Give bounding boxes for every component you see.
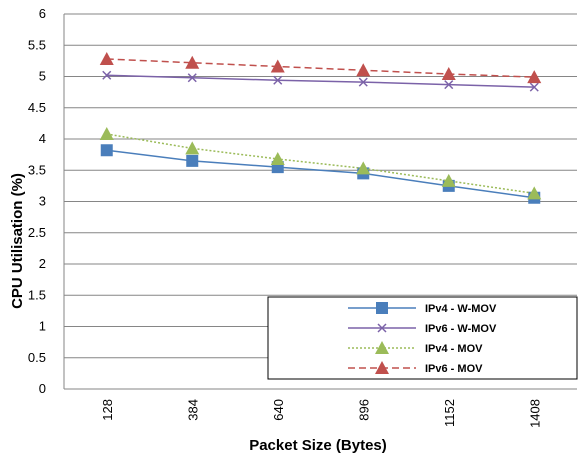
y-tick-label: 5 (39, 69, 46, 84)
legend-item: IPv6 - W-MOV (348, 323, 497, 335)
legend-label: IPv6 - W-MOV (425, 323, 497, 335)
y-tick-label: 6 (39, 6, 46, 21)
y-tick-label: 0 (39, 381, 46, 396)
series-line (106, 58, 535, 78)
series-0 (100, 144, 541, 204)
y-tick-label: 2.5 (28, 225, 46, 240)
x-tick-labels: 128 384 640 896 1152 1408 (100, 399, 543, 428)
x-tick-label: 640 (271, 399, 286, 421)
data-point (270, 59, 285, 73)
data-point (358, 77, 368, 87)
legend-label: IPv6 - MOV (425, 363, 483, 375)
data-point (100, 144, 113, 157)
data-point (270, 152, 285, 165)
data-point (527, 70, 542, 84)
x-tick-label: 896 (356, 399, 371, 421)
legend: IPv4 - W-MOV IPv6 - W-MOV IPv4 - MOV IPv6 -… (267, 296, 578, 380)
series-line (106, 74, 535, 88)
legend-item: IPv6 - MOV (348, 361, 483, 375)
legend-marker (375, 361, 389, 374)
x-axis-title: Packet Size (Bytes) (249, 437, 387, 454)
y-tick-labels: 0 0.5 1 1.5 2 2.5 3 3.5 4 4.5 5 5.5 6 (28, 6, 46, 396)
legend-box (267, 296, 578, 380)
data-point (185, 55, 200, 69)
series-2 (99, 127, 542, 200)
data-point (187, 73, 197, 83)
data-point (441, 173, 456, 187)
y-tick-label: 0.5 (28, 350, 46, 365)
legend-item: IPv4 - W-MOV (348, 302, 497, 315)
legend-marker (377, 323, 387, 333)
x-tick-label: 384 (185, 399, 200, 421)
y-tick-label: 4.5 (28, 100, 46, 115)
legend-marker (375, 341, 389, 354)
legend-marker (376, 302, 388, 314)
data-point (185, 141, 200, 155)
series-line (106, 133, 535, 195)
series-line (106, 149, 535, 199)
data-point (99, 52, 114, 65)
legend-label: IPv4 - MOV (425, 343, 483, 355)
x-tick-label: 1152 (442, 399, 457, 427)
y-tick-label: 3.5 (28, 162, 46, 177)
series-group (99, 52, 542, 204)
series-3 (99, 52, 542, 84)
y-tick-label: 1.5 (28, 287, 46, 302)
data-point (529, 82, 539, 92)
x-tick-label: 1408 (527, 399, 542, 428)
data-point (273, 75, 283, 85)
data-point (102, 70, 112, 80)
y-tick-label: 1 (39, 319, 46, 334)
y-tick-label: 2 (39, 256, 46, 271)
data-point (356, 161, 371, 175)
data-point (99, 127, 114, 140)
data-point (186, 154, 199, 167)
series-1 (102, 70, 539, 92)
data-point (441, 67, 456, 80)
y-axis-title: CPU Utilisation (%) (9, 173, 26, 309)
data-point (527, 186, 542, 200)
data-point (444, 80, 454, 90)
y-tick-label: 5.5 (28, 37, 46, 52)
legend-item: IPv4 - MOV (348, 341, 483, 355)
gridlines (64, 13, 577, 359)
legend-label: IPv4 - W-MOV (425, 303, 497, 315)
data-point (356, 63, 371, 77)
y-tick-label: 4 (39, 131, 46, 146)
y-tick-label: 3 (39, 194, 46, 209)
x-tick-label: 128 (100, 399, 115, 421)
